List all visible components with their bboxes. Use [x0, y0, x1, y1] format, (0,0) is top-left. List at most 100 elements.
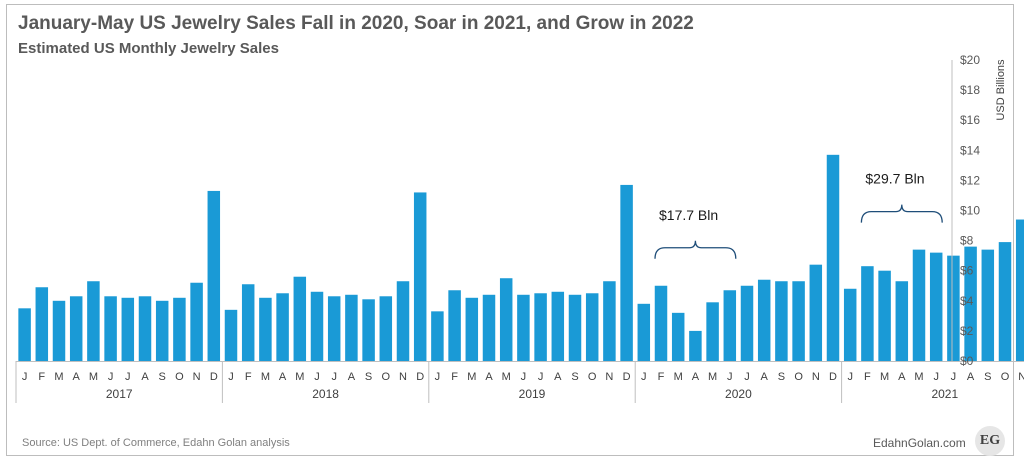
bar	[775, 281, 788, 361]
bar	[981, 249, 995, 361]
bar	[568, 294, 582, 361]
bar	[259, 297, 272, 361]
bar	[310, 291, 324, 361]
y-tick-label: $16	[960, 113, 980, 127]
x-tick-label: M	[261, 371, 270, 383]
annotation-bracket	[654, 240, 737, 259]
x-tick-label: S	[984, 371, 991, 383]
x-tick-label: J	[951, 371, 957, 383]
x-tick-label: J	[847, 371, 853, 383]
year-label: 2021	[931, 387, 958, 401]
bar	[345, 294, 358, 361]
annotation-label: $17.7 Bln	[659, 207, 718, 223]
bar	[241, 284, 255, 361]
bar	[327, 296, 341, 361]
x-tick-label: J	[435, 371, 441, 383]
x-tick-label: D	[623, 371, 631, 383]
bar	[964, 246, 977, 361]
x-tick-label: O	[588, 371, 597, 383]
bar	[276, 293, 289, 361]
x-tick-label: M	[467, 371, 476, 383]
bar	[190, 282, 203, 361]
bar	[121, 297, 135, 361]
x-tick-label: N	[812, 371, 820, 383]
bar	[104, 296, 117, 361]
bar	[293, 276, 307, 361]
bar	[1015, 219, 1024, 361]
bar	[637, 303, 651, 361]
x-tick-label: D	[416, 371, 424, 383]
bar	[465, 297, 479, 361]
bar	[499, 278, 513, 361]
y-tick-label: $10	[960, 204, 980, 218]
bar	[878, 270, 891, 361]
x-tick-label: F	[658, 371, 665, 383]
y-tick-label: $0	[960, 354, 974, 368]
bar	[671, 312, 685, 361]
bar	[69, 296, 83, 361]
x-tick-label: M	[880, 371, 889, 383]
x-tick-label: F	[451, 371, 458, 383]
x-tick-label: S	[778, 371, 785, 383]
y-tick-label: $18	[960, 83, 980, 97]
x-tick-label: O	[175, 371, 184, 383]
x-tick-label: J	[933, 371, 939, 383]
bar	[912, 249, 926, 361]
bar	[723, 290, 737, 361]
x-tick-label: A	[898, 371, 906, 383]
bar	[18, 308, 31, 361]
x-tick-label: J	[108, 371, 114, 383]
bar	[792, 281, 805, 361]
bar	[826, 154, 840, 361]
bar	[947, 255, 960, 361]
annotation-bracket	[860, 204, 943, 223]
chart-title: January-May US Jewelry Sales Fall in 202…	[18, 13, 694, 34]
bar	[173, 297, 186, 361]
brand-logo: EG	[975, 426, 1005, 456]
y-tick-label: $12	[960, 173, 980, 187]
x-tick-label: A	[279, 371, 287, 383]
x-tick-label: A	[141, 371, 149, 383]
x-tick-label: S	[365, 371, 372, 383]
x-tick-label: M	[674, 371, 683, 383]
x-tick-label: J	[228, 371, 234, 383]
bar	[207, 190, 221, 361]
x-tick-label: J	[744, 371, 750, 383]
x-tick-label: J	[314, 371, 320, 383]
year-label: 2019	[519, 387, 546, 401]
x-tick-label: D	[210, 371, 218, 383]
x-tick-label: J	[727, 371, 733, 383]
x-tick-label: J	[331, 371, 337, 383]
year-label: 2018	[312, 387, 339, 401]
x-tick-label: S	[159, 371, 166, 383]
bar	[517, 294, 530, 361]
bar	[87, 281, 100, 361]
bar	[620, 184, 633, 361]
x-tick-label: M	[89, 371, 98, 383]
chart-subtitle: Estimated US Monthly Jewelry Sales	[18, 40, 279, 57]
x-tick-label: A	[73, 371, 81, 383]
year-label: 2017	[106, 387, 133, 401]
x-tick-label: J	[538, 371, 544, 383]
bar	[431, 311, 444, 361]
bar	[740, 285, 754, 361]
x-tick-label: J	[521, 371, 527, 383]
x-tick-label: O	[794, 371, 803, 383]
y-tick-label: $6	[960, 264, 974, 278]
bar	[895, 281, 909, 361]
x-tick-label: J	[125, 371, 131, 383]
x-tick-label: F	[245, 371, 252, 383]
bar	[551, 291, 565, 361]
x-tick-label: A	[761, 371, 769, 383]
bar	[757, 279, 771, 361]
bar	[534, 293, 547, 361]
x-tick-label: D	[829, 371, 837, 383]
bar	[379, 296, 393, 361]
x-tick-label: F	[38, 371, 45, 383]
x-tick-label: A	[692, 371, 700, 383]
year-label: 2020	[725, 387, 752, 401]
x-tick-label: M	[502, 371, 511, 383]
bar	[224, 309, 238, 361]
x-tick-label: N	[193, 371, 201, 383]
bar	[155, 300, 169, 361]
